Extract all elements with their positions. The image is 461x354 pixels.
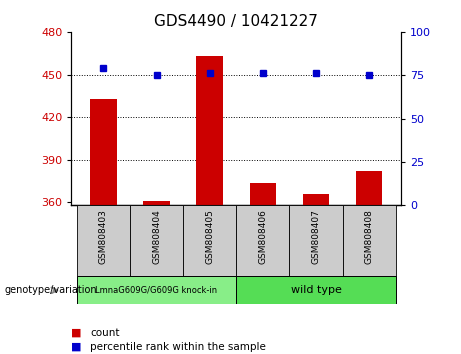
Text: GSM808408: GSM808408: [365, 209, 374, 264]
Text: GSM808407: GSM808407: [312, 209, 320, 264]
Text: ■: ■: [71, 328, 82, 338]
Bar: [77, 205, 130, 276]
Text: LmnaG609G/G609G knock-in: LmnaG609G/G609G knock-in: [95, 286, 218, 295]
Bar: [77, 276, 236, 304]
Text: percentile rank within the sample: percentile rank within the sample: [90, 342, 266, 352]
Bar: [236, 276, 396, 304]
Text: count: count: [90, 328, 119, 338]
Bar: [303, 194, 329, 205]
Bar: [290, 205, 343, 276]
Bar: [249, 183, 276, 205]
Bar: [343, 205, 396, 276]
Bar: [130, 205, 183, 276]
Title: GDS4490 / 10421227: GDS4490 / 10421227: [154, 14, 318, 29]
Bar: [90, 99, 117, 205]
Text: GSM808406: GSM808406: [258, 209, 267, 264]
Text: wild type: wild type: [290, 285, 342, 295]
Bar: [183, 205, 236, 276]
Text: GSM808403: GSM808403: [99, 209, 108, 264]
Text: genotype/variation: genotype/variation: [5, 285, 97, 295]
Text: ■: ■: [71, 342, 82, 352]
Text: GSM808404: GSM808404: [152, 209, 161, 264]
Text: GSM808405: GSM808405: [205, 209, 214, 264]
Bar: [196, 56, 223, 205]
Bar: [236, 205, 290, 276]
Bar: [143, 201, 170, 205]
Bar: [356, 171, 383, 205]
